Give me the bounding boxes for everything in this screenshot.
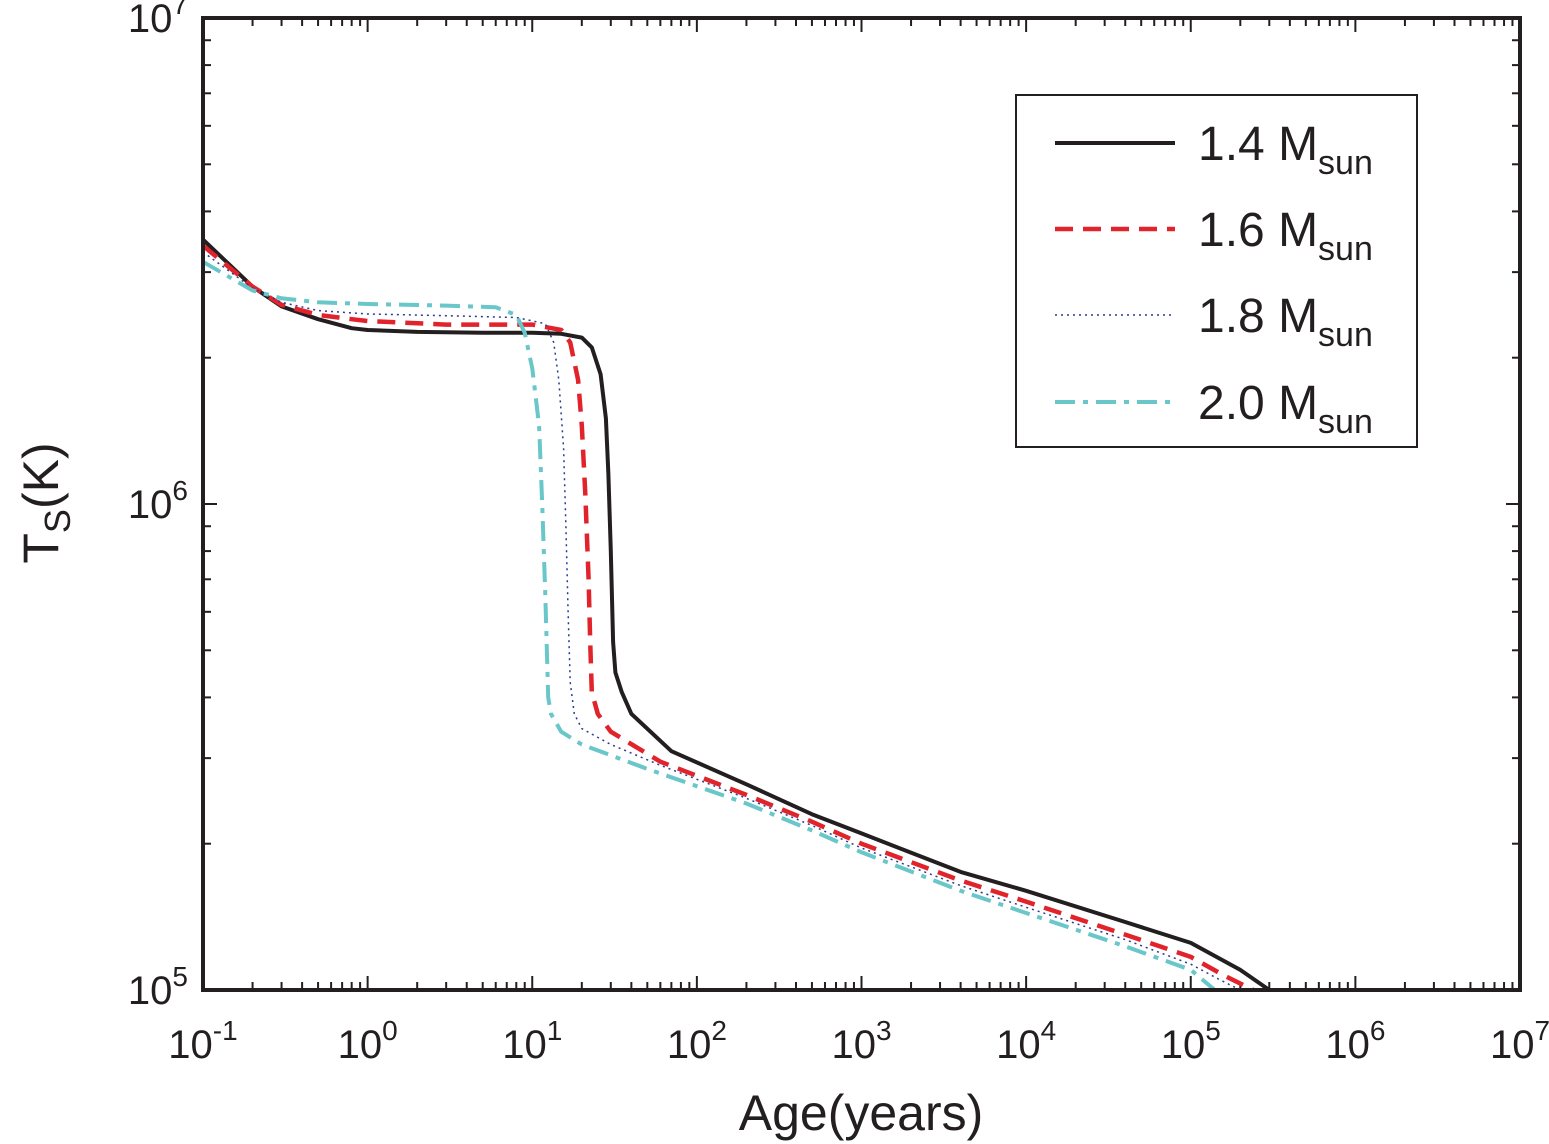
legend: 1.4 Msun 1.6 Msun 1.8 Msun 2.0 Msun [1015,94,1418,448]
legend-label-4: 2.0 Msun [1198,377,1373,441]
y-axis-label-sub: S [37,509,78,533]
legend-box [1015,94,1418,448]
series-line-1 [201,238,1271,992]
x-tick-label: 101 [502,1015,562,1067]
series-line-3 [202,251,1241,991]
x-axis-label: Age(years) [739,1085,984,1141]
x-tick-label: 100 [338,1015,398,1067]
series-layer [201,238,1271,993]
series-line-4 [201,260,1217,992]
legend-label-1: 1.4 Msun [1198,118,1373,182]
svg-text:TS(K): TS(K) [13,442,78,563]
series-line-2 [201,243,1255,993]
plot-frame [201,16,1522,992]
legend-label-2: 1.6 Msun [1198,204,1373,268]
y-axis-label-tail: (K) [13,442,69,509]
y-tick-label: 106 [128,475,188,527]
y-tick-label: 105 [128,961,188,1013]
legend-label-3: 1.8 Msun [1198,290,1373,354]
x-tick-label: 103 [831,1015,891,1067]
x-tick-label: 104 [996,1015,1056,1067]
x-tick-label: 10-1 [168,1015,237,1067]
y-axis-label: TS(K) [13,442,78,563]
y-tick-label: 107 [128,0,188,41]
x-tick-label: 107 [1490,1015,1549,1067]
y-tick-labels: 105 106 107 [128,0,188,1013]
x-tick-label: 105 [1161,1015,1221,1067]
x-tick-label: 106 [1325,1015,1385,1067]
y-axis-label-main: T [13,533,69,564]
x-tick-labels: 10-1 100 101 102 103 104 105 106 107 [168,1015,1549,1067]
x-tick-label: 102 [667,1015,727,1067]
